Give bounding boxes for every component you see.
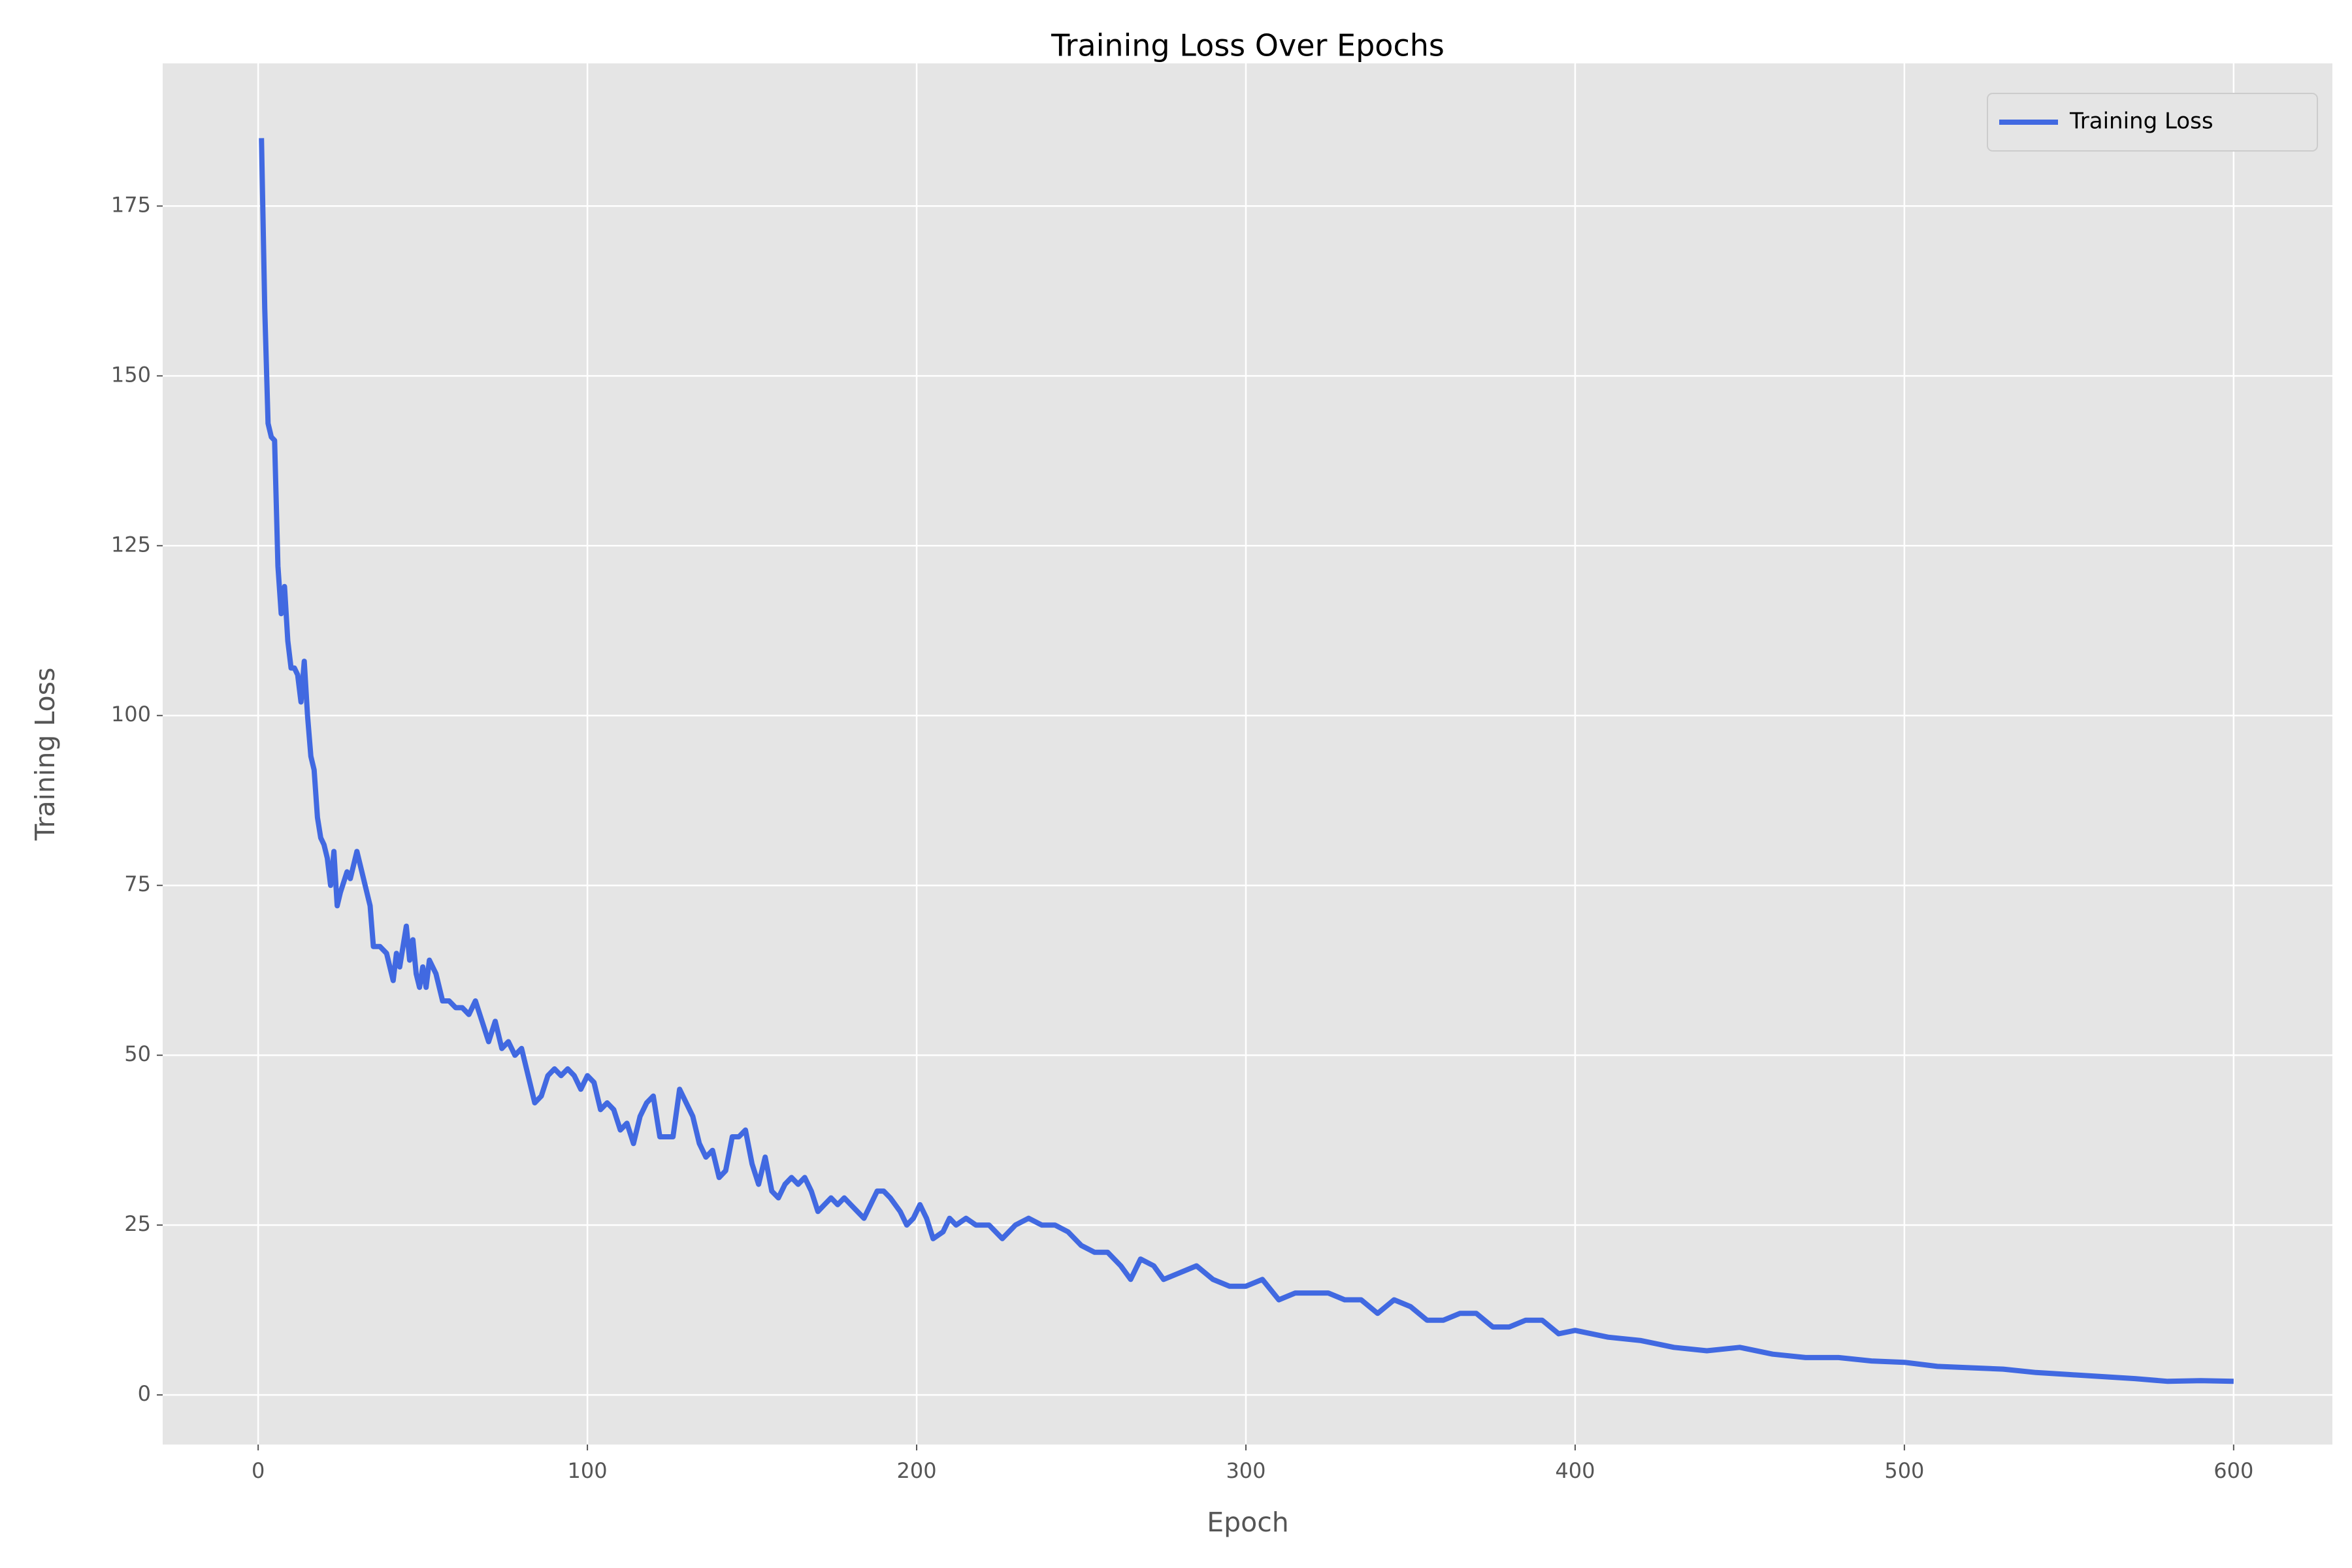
plot-area bbox=[163, 63, 2332, 1445]
x-tick-label: 100 bbox=[568, 1458, 608, 1483]
y-axis-label: Training Loss bbox=[29, 668, 61, 841]
y-tick-label: 25 bbox=[124, 1211, 151, 1236]
x-tick-label: 300 bbox=[1226, 1458, 1266, 1483]
x-tick-label: 600 bbox=[2213, 1458, 2253, 1483]
chart-title: Training Loss Over Epochs bbox=[1051, 28, 1445, 63]
x-tick-label: 400 bbox=[1555, 1458, 1595, 1483]
x-tick-label: 0 bbox=[252, 1458, 265, 1483]
legend-label: Training Loss bbox=[2069, 108, 2213, 135]
x-axis-label: Epoch bbox=[1207, 1507, 1289, 1538]
y-tick-label: 0 bbox=[138, 1381, 151, 1406]
y-tick-label: 50 bbox=[124, 1041, 151, 1066]
y-tick-label: 100 bbox=[111, 702, 151, 727]
x-tick-label: 500 bbox=[1884, 1458, 1924, 1483]
y-tick-label: 125 bbox=[111, 532, 151, 557]
y-tick-label: 150 bbox=[111, 362, 151, 387]
y-tick-label: 175 bbox=[111, 192, 151, 217]
x-tick-label: 200 bbox=[896, 1458, 936, 1483]
y-tick-label: 75 bbox=[124, 872, 151, 896]
legend-box bbox=[1987, 93, 2318, 152]
line bbox=[259, 138, 2234, 1384]
